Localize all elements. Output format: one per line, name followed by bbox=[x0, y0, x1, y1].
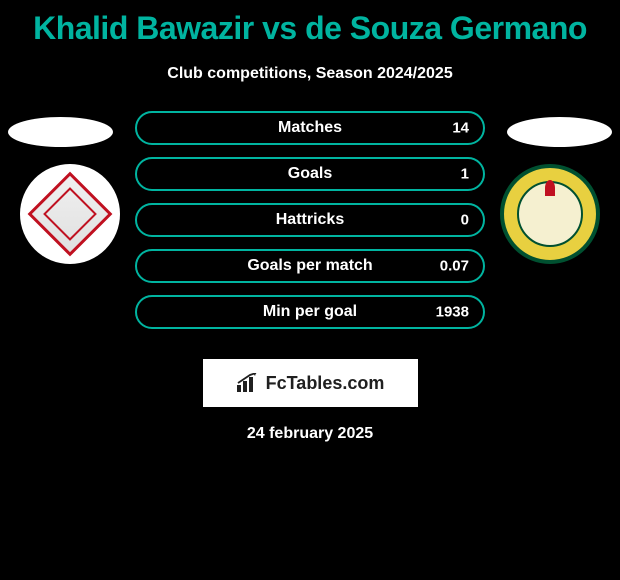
stat-row-min-per-goal: Min per goal 1938 bbox=[135, 295, 485, 329]
stat-label: Matches bbox=[278, 119, 342, 137]
stat-value: 1 bbox=[461, 166, 469, 183]
stat-label: Hattricks bbox=[276, 211, 344, 229]
stat-value: 1938 bbox=[436, 304, 469, 321]
update-date: 24 february 2025 bbox=[0, 425, 620, 443]
brand-badge[interactable]: FcTables.com bbox=[203, 359, 418, 407]
left-flag-oval bbox=[8, 117, 113, 147]
competition-subtitle: Club competitions, Season 2024/2025 bbox=[0, 65, 620, 83]
right-flag-oval bbox=[507, 117, 612, 147]
stat-label: Min per goal bbox=[263, 303, 357, 321]
stat-row-goals-per-match: Goals per match 0.07 bbox=[135, 249, 485, 283]
brand-text: FcTables.com bbox=[266, 373, 385, 394]
stat-row-hattricks: Hattricks 0 bbox=[135, 203, 485, 237]
stat-label: Goals bbox=[288, 165, 332, 183]
stat-row-goals: Goals 1 bbox=[135, 157, 485, 191]
stat-value: 14 bbox=[452, 120, 469, 137]
stat-row-matches: Matches 14 bbox=[135, 111, 485, 145]
comparison-main: Matches 14 Goals 1 Hattricks 0 Goals per… bbox=[0, 111, 620, 351]
stat-value: 0 bbox=[461, 212, 469, 229]
left-club-logo bbox=[20, 164, 120, 264]
comparison-title: Khalid Bawazir vs de Souza Germano bbox=[0, 0, 620, 47]
stat-label: Goals per match bbox=[247, 257, 372, 275]
right-club-logo bbox=[500, 164, 600, 264]
bar-chart-icon bbox=[236, 373, 260, 393]
stats-list: Matches 14 Goals 1 Hattricks 0 Goals per… bbox=[135, 111, 485, 341]
stat-value: 0.07 bbox=[440, 258, 469, 275]
